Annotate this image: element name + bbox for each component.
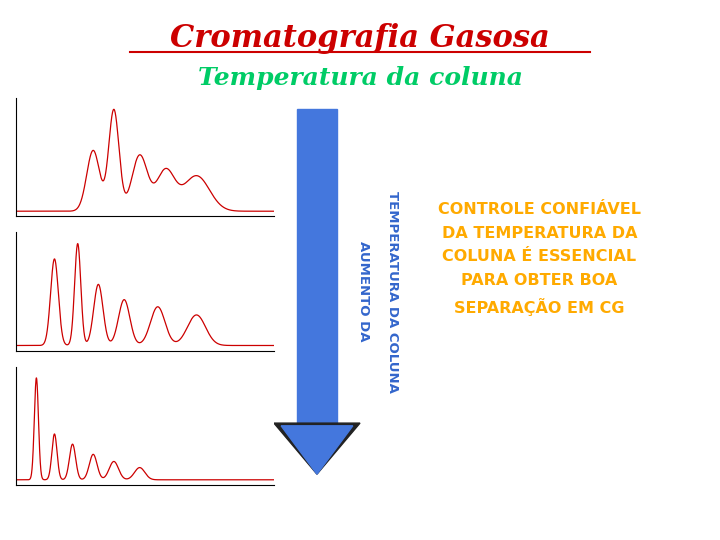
FancyArrow shape	[274, 423, 360, 474]
FancyArrow shape	[281, 426, 353, 474]
Text: Temperatura da coluna: Temperatura da coluna	[197, 66, 523, 90]
Text: CONTROLE CONFIÁVEL
DA TEMPERATURA DA
COLUNA É ESSENCIAL
PARA OBTER BOA
SEPARAÇÃO: CONTROLE CONFIÁVEL DA TEMPERATURA DA COL…	[438, 202, 641, 316]
Text: TEMPERATURA DA COLUNA: TEMPERATURA DA COLUNA	[386, 191, 399, 393]
Text: Cromatografia Gasosa: Cromatografia Gasosa	[170, 23, 550, 54]
Text: AUMENTO DA: AUMENTO DA	[357, 241, 370, 342]
Bar	[297, 109, 337, 426]
